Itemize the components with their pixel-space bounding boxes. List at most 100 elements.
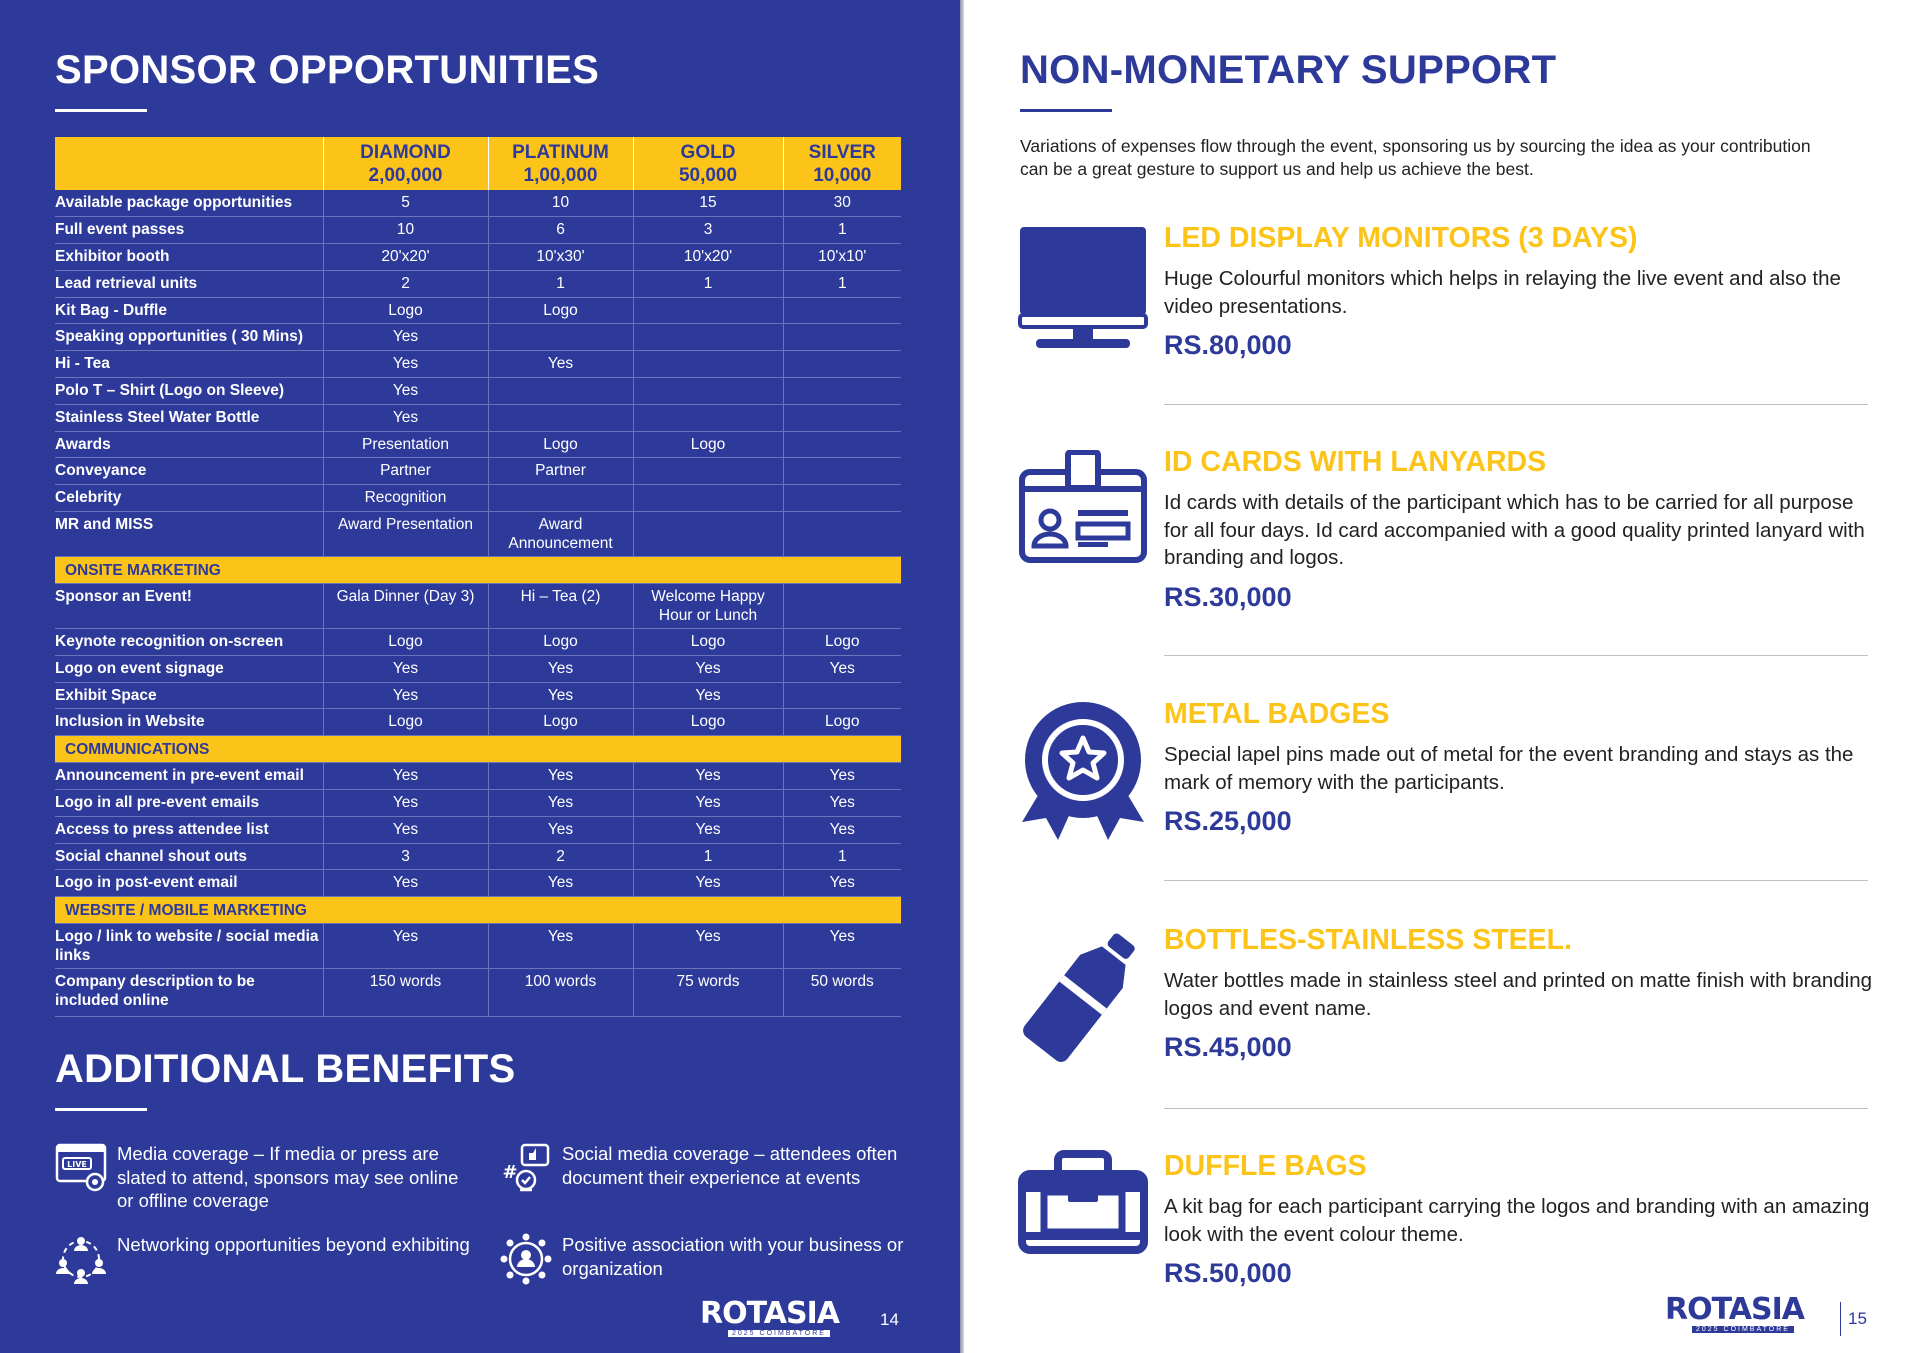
table-cell: 1 [633, 843, 784, 871]
table-cell: Partner [323, 457, 489, 486]
row-label: MR and MISS [55, 511, 324, 558]
benefit-association-text: Positive association with your business … [562, 1234, 904, 1279]
table-cell: Logo [488, 628, 634, 656]
table-cell: Yes [633, 816, 784, 844]
item-title-duffle: DUFFLE BAGS [1164, 1150, 1367, 1182]
table-cell: Yes [633, 655, 784, 683]
table-cell: Yes [488, 789, 634, 817]
header-empty [55, 137, 324, 190]
table-cell: Yes [323, 923, 489, 970]
table-row: Access to press attendee list Yes Yes Yes Ye… [55, 816, 901, 844]
table-cell: Yes [323, 377, 489, 405]
table-cell: 75 words [633, 968, 784, 1018]
table-row: Company description to be included onlin… [55, 968, 901, 1018]
table-cell: Yes [783, 816, 901, 844]
table-cell: 10 [323, 216, 489, 245]
table-row: Exhibitor booth 20'x20' 10'x30' 10'x20' 10'x… [55, 243, 901, 271]
table-row: Speaking opportunities ( 30 Mins) Yes [55, 323, 901, 352]
row-label: Full event passes [55, 216, 324, 245]
table-row: Social channel shout outs 3 2 1 1 [55, 843, 901, 871]
row-label: Celebrity [55, 484, 324, 513]
table-header-row: DIAMOND 2,00,000 PLATINUM 1,00,000 GOLD 50,… [55, 137, 901, 190]
table-row: Logo in post-event email Yes Yes Yes Yes [55, 869, 901, 898]
table-cell: Yes [323, 655, 489, 683]
table-cell: 3 [633, 216, 784, 245]
table-cell: 1 [783, 843, 901, 871]
table-cell: Yes [488, 816, 634, 844]
table-cell [783, 583, 901, 630]
table-cell: Yes [488, 655, 634, 683]
table-cell [783, 404, 901, 432]
table-cell: Yes [783, 923, 901, 970]
table-cell: Welcome Happy Hour or Lunch [633, 583, 784, 630]
table-cell: Logo [783, 708, 901, 737]
row-label: Sponsor an Event! [55, 583, 324, 630]
row-label: Logo in all pre-event emails [55, 789, 324, 817]
divider [1164, 404, 1868, 405]
table-row: Inclusion in Website Logo Logo Logo Logo [55, 708, 901, 737]
benefit-network-text: Networking opportunities beyond exhibiti… [117, 1234, 470, 1255]
table-row: MR and MISS Award Presentation Award Annou… [55, 511, 901, 558]
table-cell: Yes [633, 923, 784, 970]
table-cell: Logo [488, 431, 634, 459]
header-gold: GOLD 50,000 [633, 137, 784, 190]
header-silver: SILVER 10,000 [783, 137, 901, 190]
table-cell: Logo [323, 297, 489, 325]
table-row: Exhibit Space Yes Yes Yes [55, 682, 901, 710]
table-cell: 10'x10' [783, 243, 901, 271]
row-label: Exhibit Space [55, 682, 324, 710]
row-label: Access to press attendee list [55, 816, 324, 844]
row-label: Logo on event signage [55, 655, 324, 683]
row-label: Keynote recognition on-screen [55, 628, 324, 656]
row-label: Hi - Tea [55, 350, 324, 379]
table-row: Keynote recognition on-screen Logo Logo Log… [55, 628, 901, 656]
table-cell: Logo [783, 628, 901, 656]
table-cell: 2 [323, 270, 489, 298]
benefits-underline [55, 1108, 147, 1111]
row-label: Social channel shout outs [55, 843, 324, 871]
divider [1164, 1108, 1868, 1109]
table-cell [488, 323, 634, 352]
table-cell: Yes [323, 869, 489, 898]
table-cell: 1 [783, 270, 901, 298]
table-cell: 5 [323, 190, 489, 218]
table-cell [783, 682, 901, 710]
table-cell: 1 [488, 270, 634, 298]
row-label: Logo in post-event email [55, 869, 324, 898]
table-section-row: COMMUNICATIONS [55, 735, 901, 764]
table-cell [488, 404, 634, 432]
page-gutter [960, 0, 964, 1353]
benefit-media-text: Media coverage – If media or press are s… [117, 1143, 459, 1211]
table-cell [633, 404, 784, 432]
id-card-icon [1019, 450, 1147, 563]
benefit-media: LIVE Media coverage – If media or press … [55, 1142, 475, 1213]
social-media-icon: # [502, 1143, 550, 1192]
table-cell [633, 457, 784, 486]
row-label: Company description to be included onlin… [55, 968, 324, 1018]
row-label: Available package opportunities [55, 190, 324, 218]
table-cell: 30 [783, 190, 901, 218]
table-cell: 20'x20' [323, 243, 489, 271]
right-title-underline [1020, 109, 1112, 112]
table-row: Logo / link to website / social media li… [55, 923, 901, 970]
table-cell: Gala Dinner (Day 3) [323, 583, 489, 630]
table-cell: 15 [633, 190, 784, 218]
header-platinum: PLATINUM 1,00,000 [488, 137, 634, 190]
monitor-icon [1018, 227, 1148, 348]
duffle-bag-icon [1018, 1150, 1148, 1254]
table-row: Logo in all pre-event emails Yes Yes Yes Yes [55, 789, 901, 817]
item-desc-id: Id cards with details of the participant… [1164, 491, 1865, 569]
table-cell [633, 297, 784, 325]
table-cell: 1 [633, 270, 784, 298]
table-cell: Yes [633, 682, 784, 710]
table-cell [783, 457, 901, 486]
table-cell: Yes [783, 789, 901, 817]
table-cell: Yes [323, 350, 489, 379]
rotasia-logo-sub-right: 2025 COIMBATORE [1692, 1326, 1794, 1333]
table-row: Conveyance Partner Partner [55, 457, 901, 486]
table-cell: 10'x20' [633, 243, 784, 271]
table-cell: Logo [323, 708, 489, 737]
item-price-badges: RS.25,000 [1164, 806, 1292, 836]
table-row: Announcement in pre-event email Yes Yes Yes… [55, 762, 901, 791]
item-desc-badges: Special lapel pins made out of metal for… [1164, 743, 1854, 794]
